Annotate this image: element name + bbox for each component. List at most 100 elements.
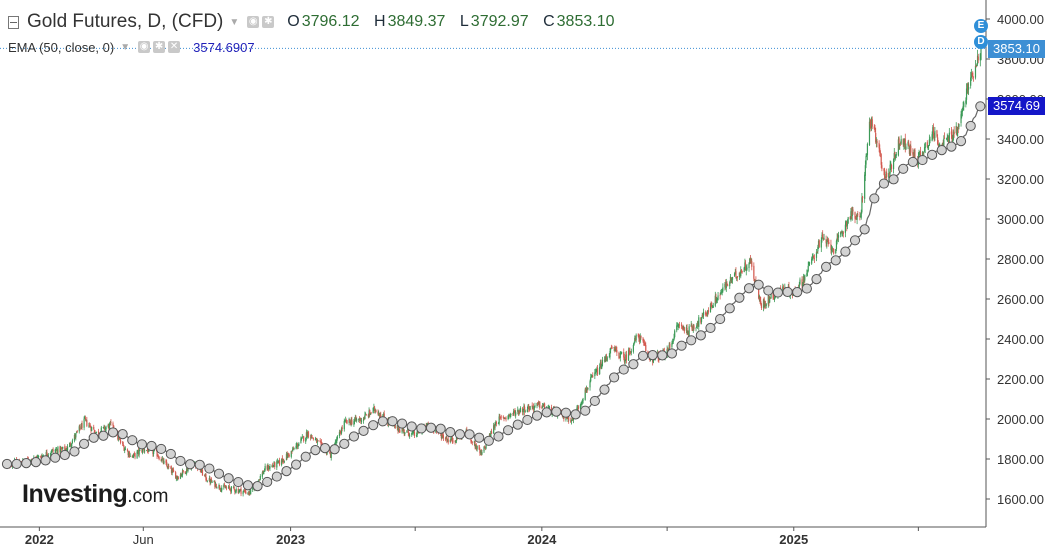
candle-body xyxy=(375,410,377,413)
candle-body xyxy=(696,325,698,328)
candle-body xyxy=(811,258,813,264)
candle-body xyxy=(822,238,824,240)
candle-body xyxy=(683,327,685,332)
candle-body xyxy=(610,347,612,351)
candle-body xyxy=(895,154,897,158)
candle-body xyxy=(208,478,210,482)
candle-body xyxy=(110,422,112,423)
ema-label[interactable]: EMA (50, close, 0) xyxy=(8,39,115,55)
candle-body xyxy=(211,481,213,483)
event-flag-icon[interactable]: E xyxy=(974,19,988,33)
candle-body xyxy=(398,428,400,433)
candle-body xyxy=(529,406,531,410)
candle-body xyxy=(218,485,220,488)
candle-body xyxy=(712,305,714,308)
candle-body xyxy=(907,142,909,146)
candle-body xyxy=(826,239,829,242)
candle-body xyxy=(701,315,703,317)
candle-body xyxy=(831,248,833,251)
candle-body xyxy=(802,284,804,287)
candle-body xyxy=(214,483,217,487)
candle-body xyxy=(919,150,922,156)
candle-body xyxy=(538,402,540,405)
candle-body xyxy=(608,356,610,358)
candle-body xyxy=(590,376,592,378)
ema-visibility-icon[interactable]: ◉ xyxy=(138,41,151,53)
candle-body xyxy=(963,102,965,107)
candle-body xyxy=(499,417,501,418)
candle-body xyxy=(356,419,358,421)
candle-body xyxy=(503,417,505,420)
candle-body xyxy=(849,216,851,220)
ema-settings-icon[interactable]: ✱ xyxy=(153,41,166,53)
candle-body xyxy=(186,468,188,474)
settings-icon[interactable]: ✱ xyxy=(262,16,275,28)
candle-body xyxy=(804,274,806,281)
candle-body xyxy=(317,440,319,442)
collapse-icon[interactable] xyxy=(8,15,19,29)
candle-body xyxy=(846,223,849,226)
candle-body xyxy=(681,326,683,328)
ema-marker xyxy=(898,163,909,174)
candle-body xyxy=(502,416,504,418)
candle-body xyxy=(509,415,511,417)
candle-body xyxy=(548,406,551,408)
candle-body xyxy=(710,303,712,307)
ohlc-readout: O 3796.12 H 3849.37 L 3792.97 C 3853.10 xyxy=(287,13,624,31)
candle-body xyxy=(454,441,456,442)
ema-chevron-down-icon[interactable]: ▼ xyxy=(120,41,131,53)
candle-body xyxy=(632,344,634,352)
candle-body xyxy=(864,174,866,199)
candle-body xyxy=(285,453,288,461)
candle-body xyxy=(340,433,342,434)
candle-body xyxy=(245,491,247,494)
candle-body xyxy=(524,406,526,413)
candle-body xyxy=(769,297,771,299)
candle-body xyxy=(899,143,902,145)
ema-marker xyxy=(78,438,90,449)
candle-body xyxy=(64,446,66,451)
candle-body xyxy=(293,448,295,450)
candle-body xyxy=(933,133,935,140)
candle-body xyxy=(711,307,714,308)
ema-marker xyxy=(233,476,244,488)
candle-body xyxy=(736,277,738,278)
candle-body xyxy=(166,466,168,469)
ema-marker xyxy=(291,459,302,470)
candle-body xyxy=(672,340,674,342)
visibility-icon[interactable]: ◉ xyxy=(247,16,260,28)
candle-body xyxy=(378,413,380,415)
candle-body xyxy=(494,425,496,428)
candle-body xyxy=(137,449,140,454)
candle-body xyxy=(671,342,673,347)
candle-body xyxy=(589,381,591,388)
event-flag-icon-2[interactable]: D xyxy=(974,35,988,49)
candle-body xyxy=(623,352,625,358)
candle-body xyxy=(398,428,400,432)
candle-body xyxy=(295,445,297,449)
candle-body xyxy=(339,431,341,434)
ema-marker xyxy=(50,452,61,463)
candle-body xyxy=(46,452,48,456)
candle-body xyxy=(624,360,626,363)
candle-body xyxy=(633,342,635,345)
candle-body xyxy=(409,435,411,437)
ema-close-icon[interactable]: ✕ xyxy=(168,41,181,53)
candle-body xyxy=(402,428,404,431)
candle-body xyxy=(244,491,246,493)
candle-body xyxy=(415,435,418,437)
candle-body xyxy=(166,462,168,466)
candle-body xyxy=(517,410,520,415)
ema-marker xyxy=(175,455,186,467)
candle-body xyxy=(730,277,732,281)
instrument-title[interactable]: Gold Futures, D, (CFD) xyxy=(27,11,224,32)
candle-body xyxy=(782,286,785,291)
ema-marker xyxy=(213,468,225,479)
candle-body xyxy=(640,335,642,338)
candle-body xyxy=(851,209,853,217)
candle-body xyxy=(93,429,96,433)
chevron-down-icon[interactable]: ▼ xyxy=(229,16,240,28)
candle-body xyxy=(585,388,587,393)
